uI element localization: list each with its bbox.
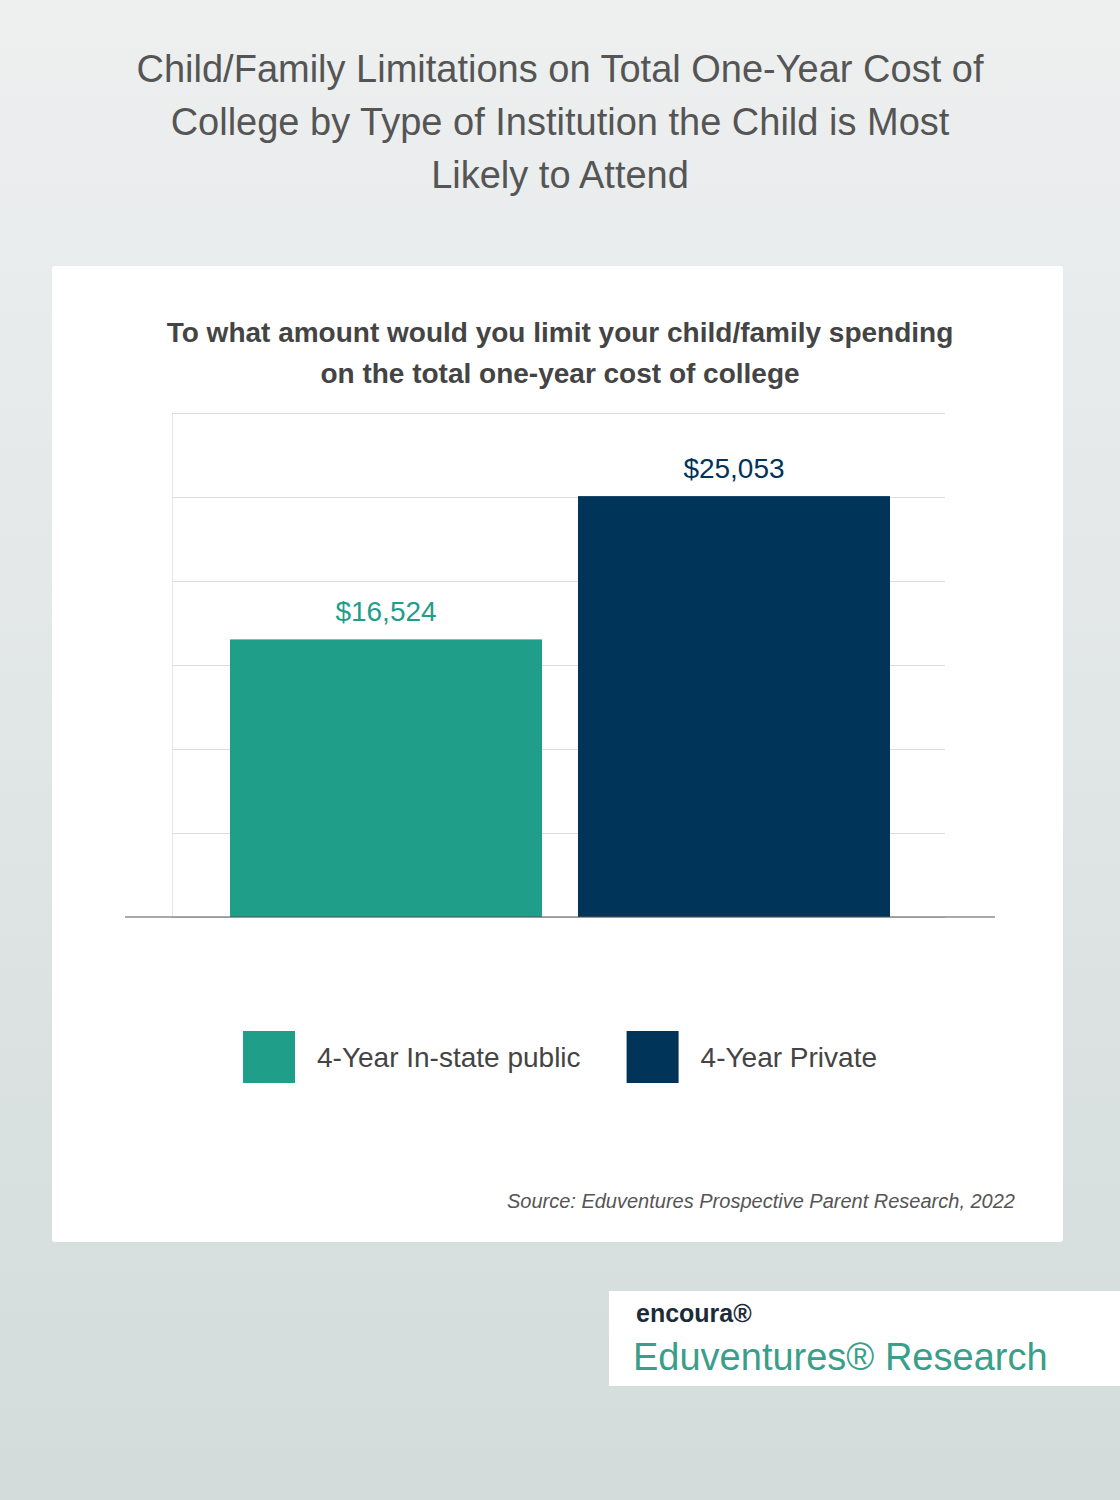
axis-line — [173, 414, 946, 918]
baseline — [125, 916, 995, 917]
data-label: $25,053 — [683, 453, 784, 484]
logo-name: Eduventures® Research — [633, 1336, 1048, 1378]
chart-root: Child/Family Limitations on Total One-Ye… — [0, 0, 1120, 1500]
data-label: $16,524 — [335, 596, 436, 627]
legend: 4-Year In-state public 4-Year Private — [243, 1031, 877, 1083]
tick — [172, 413, 945, 414]
y-axis — [172, 414, 945, 918]
logo-brand: encoura® — [636, 1299, 752, 1327]
card — [52, 266, 1063, 1242]
legend-label: 4-Year In-state public — [317, 1042, 581, 1073]
title: Child/Family Limitations on Total One-Ye… — [137, 48, 984, 196]
legend-item: 4-Year In-state public — [243, 1031, 581, 1083]
legend-item: 4-Year Private — [627, 1031, 877, 1083]
legend-swatch — [627, 1031, 679, 1083]
source: Source: Eduventures Prospective Parent R… — [507, 1190, 1015, 1212]
bar — [230, 639, 542, 917]
subtitle: To what amount would you limit your chil… — [167, 317, 954, 389]
legend-swatch — [243, 1031, 295, 1083]
bar — [578, 496, 890, 917]
legend-label: 4-Year Private — [701, 1042, 877, 1073]
grid-line — [172, 413, 945, 414]
data-labels: $16,524 $25,053 — [335, 453, 784, 627]
bars — [230, 496, 890, 917]
logo-box — [609, 1291, 1120, 1386]
background — [0, 0, 1120, 1500]
